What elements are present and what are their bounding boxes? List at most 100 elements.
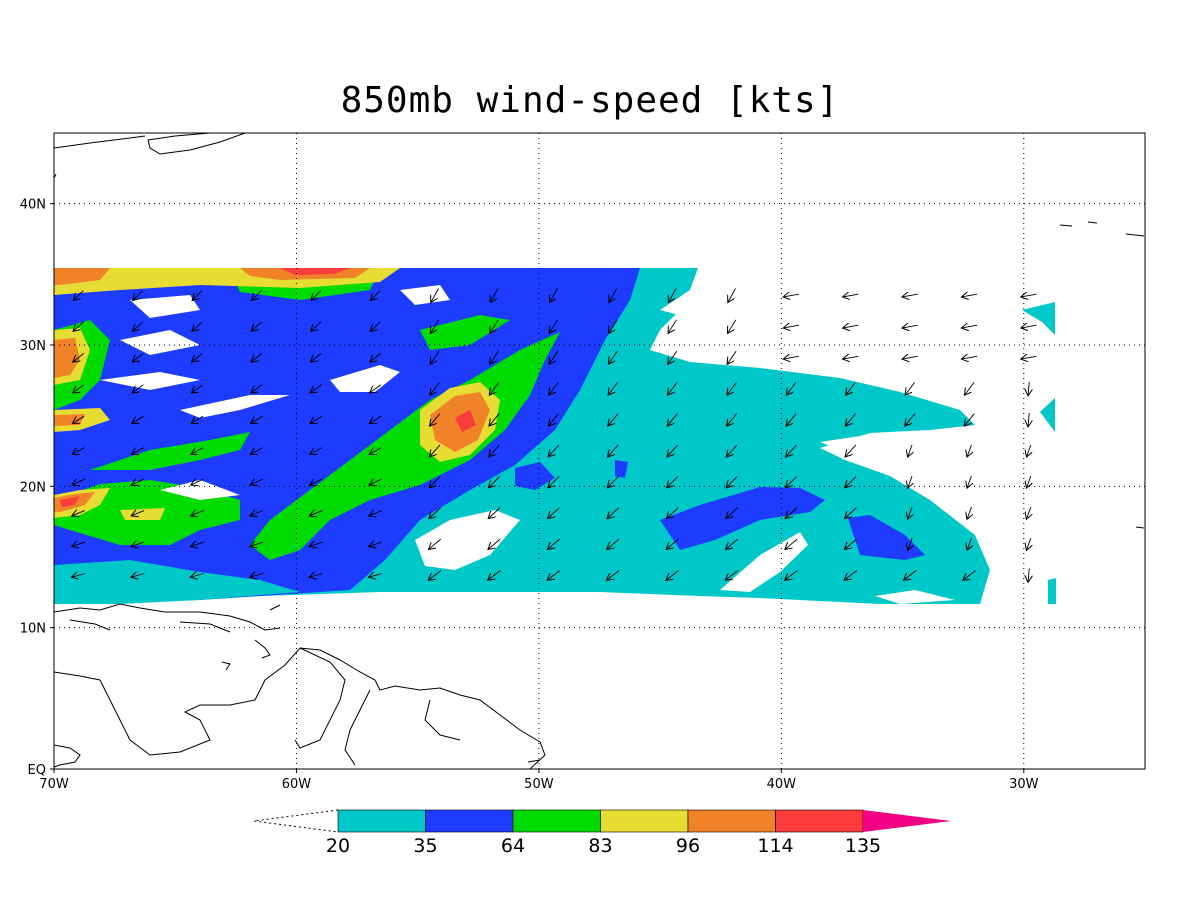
wind-arrow — [961, 294, 978, 297]
wind-arrow — [488, 476, 500, 487]
wind-arrow — [489, 382, 500, 395]
wind-arrow — [73, 321, 84, 331]
wind-arrow — [1028, 412, 1029, 427]
wind-arrow — [609, 319, 618, 334]
wind-arrow — [607, 538, 620, 549]
wind-arrow — [369, 447, 382, 455]
wind-arrow — [488, 507, 501, 519]
wind-arrow — [608, 350, 618, 364]
lat-tick-label: 10N — [20, 622, 46, 637]
wind-arrow — [608, 413, 619, 426]
wind-arrow — [1021, 294, 1037, 297]
wind-arrow — [668, 319, 677, 334]
wind-arrow — [72, 479, 85, 485]
wind-arrow — [250, 511, 264, 516]
wind-arrow — [72, 542, 86, 547]
wind-arrow — [783, 294, 799, 297]
wind-arrow — [961, 356, 978, 359]
wind-arrow — [844, 570, 858, 581]
wind-arrow — [964, 413, 975, 426]
wind-arrow — [548, 507, 560, 519]
wind-arrow — [785, 507, 798, 519]
wind-arrow — [667, 444, 678, 457]
wind-arrow — [72, 447, 85, 455]
lat-tick-label: 30N — [20, 339, 46, 354]
wind-arrow — [1026, 444, 1030, 457]
wind-arrow — [843, 294, 859, 297]
wind-arrow — [845, 476, 857, 487]
wind-arrow — [251, 321, 262, 331]
wind-arrow — [370, 321, 381, 331]
wind-arrow — [73, 290, 84, 301]
wind-arrow — [727, 382, 737, 395]
wind-arrow — [131, 511, 145, 516]
lat-tick-label: 20N — [20, 480, 46, 495]
wind-arrow — [250, 447, 263, 455]
colorbar-upper-triangle — [863, 810, 951, 832]
wind-arrow — [370, 352, 381, 362]
wind-arrow — [905, 382, 915, 395]
wind-arrow — [967, 475, 971, 488]
wind-arrow — [902, 356, 918, 359]
wind-arrow — [490, 288, 499, 303]
wind-arrow — [490, 350, 499, 364]
wind-arrow — [902, 325, 918, 328]
wind-arrow — [726, 444, 738, 457]
wind-arrow — [961, 325, 978, 328]
wind-arrow — [251, 415, 263, 423]
wind-arrow — [310, 352, 322, 362]
wind-arrow — [1028, 381, 1029, 396]
wind-arrow — [310, 447, 323, 455]
wind-arrow — [430, 413, 441, 426]
wind-arrow — [490, 319, 499, 334]
lon-tick-label: 70W — [39, 777, 69, 792]
wind-arrow — [131, 573, 145, 577]
lon-tick-label: 60W — [282, 777, 312, 792]
wind-arrow — [133, 290, 143, 301]
wind-arrow — [844, 538, 857, 549]
wind-arrow — [967, 538, 971, 550]
wind-arrow — [132, 415, 144, 423]
wind-arrow — [843, 356, 859, 359]
wind-arrow — [549, 350, 559, 364]
wind-arrow — [726, 507, 738, 519]
wind-arrow — [131, 542, 145, 547]
wind-arrow — [845, 444, 857, 457]
wind-arrow — [1021, 325, 1037, 328]
lon-axis: 70W 60W 50W 40W 30W — [39, 769, 1039, 792]
wind-arrow — [783, 356, 799, 359]
wind-arrow — [607, 444, 619, 457]
wind-arrow — [369, 511, 382, 516]
wind-arrow — [251, 384, 263, 393]
wind-arrow — [309, 573, 323, 577]
wind-arrow — [727, 350, 737, 364]
wind-arrow — [548, 444, 560, 457]
plot-frame — [53, 132, 1146, 770]
wind-arrow — [250, 573, 264, 577]
lon-tick-label: 40W — [767, 777, 797, 792]
wind-arrow — [429, 476, 441, 487]
wind-arrow — [783, 325, 799, 328]
wind-arrow — [192, 321, 203, 331]
wind-arrow — [666, 538, 679, 549]
wind-arrow — [369, 415, 382, 423]
wind-arrow — [908, 538, 912, 550]
wind-arrow — [785, 476, 797, 487]
wind-arrow — [191, 511, 204, 516]
wind-arrow — [191, 415, 204, 423]
lat-axis: EQ 10N 20N 30N 40N — [20, 198, 54, 778]
wind-arrow — [489, 444, 500, 457]
south-america-coast — [54, 647, 546, 769]
colorbar-swatch — [687, 809, 776, 833]
wind-arrow — [726, 538, 739, 549]
wind-arrow — [489, 413, 500, 426]
wind-arrow — [132, 352, 144, 362]
wind-arrow — [550, 288, 558, 303]
wind-arrow — [430, 350, 440, 364]
wind-arrow — [1026, 506, 1030, 519]
map-title: 850mb wind-speed [kts] — [340, 80, 840, 121]
colorbar: 20 35 64 83 96 114 135 — [253, 809, 951, 857]
wind-arrow — [310, 479, 323, 485]
lon-tick-label: 30W — [1009, 777, 1039, 792]
wind-arrow — [668, 350, 678, 364]
